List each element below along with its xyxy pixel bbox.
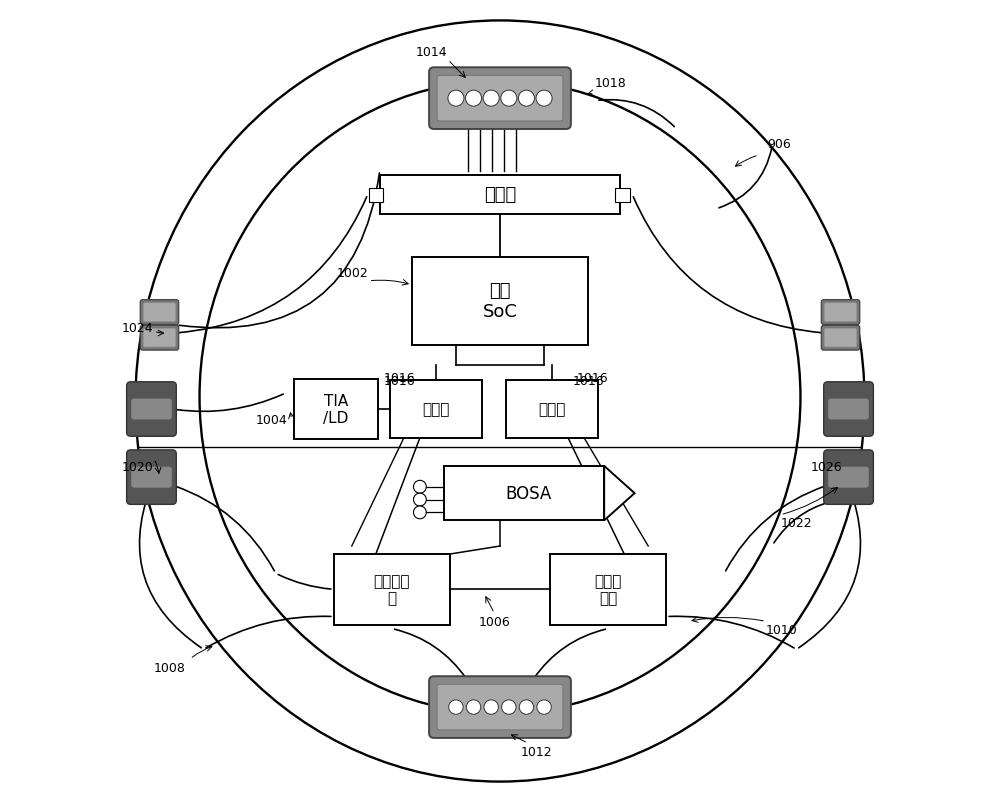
- Circle shape: [502, 700, 516, 715]
- Circle shape: [449, 700, 463, 715]
- Ellipse shape: [200, 81, 800, 714]
- Text: 1016: 1016: [572, 375, 604, 388]
- FancyBboxPatch shape: [437, 76, 563, 122]
- Bar: [615, 189, 630, 203]
- FancyBboxPatch shape: [821, 326, 860, 351]
- FancyBboxPatch shape: [140, 300, 179, 325]
- Text: 1024: 1024: [122, 321, 154, 334]
- Text: 节点
SoC: 节点 SoC: [483, 282, 517, 321]
- Bar: [380, 176, 620, 214]
- Text: 1022: 1022: [781, 516, 812, 530]
- Circle shape: [413, 481, 426, 494]
- Text: 1012: 1012: [520, 744, 552, 758]
- FancyBboxPatch shape: [829, 467, 869, 487]
- Text: 1020: 1020: [122, 461, 154, 474]
- Text: 1016: 1016: [384, 372, 416, 385]
- Circle shape: [518, 91, 534, 107]
- Circle shape: [501, 91, 517, 107]
- Circle shape: [448, 91, 464, 107]
- FancyBboxPatch shape: [429, 676, 571, 738]
- Text: 电机驱
动器: 电机驱 动器: [594, 573, 622, 605]
- Bar: [369, 189, 383, 203]
- Bar: [550, 554, 666, 625]
- Circle shape: [484, 700, 498, 715]
- Text: 1026: 1026: [811, 461, 843, 474]
- Circle shape: [413, 507, 426, 519]
- FancyBboxPatch shape: [127, 450, 176, 505]
- FancyBboxPatch shape: [824, 382, 873, 437]
- Bar: [444, 467, 604, 520]
- Text: 分光器: 分光器: [484, 186, 516, 204]
- FancyBboxPatch shape: [824, 450, 873, 505]
- Circle shape: [519, 700, 534, 715]
- FancyBboxPatch shape: [140, 326, 179, 351]
- Bar: [334, 554, 450, 625]
- Circle shape: [466, 91, 482, 107]
- FancyBboxPatch shape: [437, 684, 563, 730]
- Bar: [294, 380, 378, 439]
- Text: TIA
/LD: TIA /LD: [323, 393, 348, 426]
- Circle shape: [483, 91, 499, 107]
- FancyBboxPatch shape: [829, 399, 869, 420]
- Text: 906: 906: [767, 137, 791, 150]
- Polygon shape: [604, 467, 635, 520]
- Text: 1014: 1014: [416, 46, 448, 59]
- FancyBboxPatch shape: [429, 68, 571, 130]
- Text: 1016: 1016: [384, 375, 416, 388]
- Text: 1008: 1008: [154, 661, 186, 674]
- FancyBboxPatch shape: [824, 329, 857, 348]
- FancyBboxPatch shape: [143, 304, 176, 322]
- FancyBboxPatch shape: [143, 329, 176, 348]
- Text: 功率调节
器: 功率调节 器: [374, 573, 410, 605]
- FancyBboxPatch shape: [131, 399, 171, 420]
- FancyBboxPatch shape: [127, 382, 176, 437]
- Bar: [390, 381, 482, 438]
- Text: 1002: 1002: [337, 267, 368, 280]
- Circle shape: [466, 700, 481, 715]
- Text: 1018: 1018: [595, 76, 626, 89]
- Bar: [506, 381, 598, 438]
- Text: BOSA: BOSA: [505, 484, 551, 503]
- Text: 传感器: 传感器: [538, 402, 566, 417]
- Bar: [412, 258, 588, 345]
- Text: 1006: 1006: [479, 615, 510, 628]
- Circle shape: [537, 700, 551, 715]
- Ellipse shape: [135, 22, 865, 781]
- Circle shape: [536, 91, 552, 107]
- Circle shape: [413, 494, 426, 507]
- FancyBboxPatch shape: [131, 467, 171, 487]
- Text: 传感器: 传感器: [422, 402, 450, 417]
- Text: 1010: 1010: [766, 623, 798, 636]
- FancyBboxPatch shape: [824, 304, 857, 322]
- FancyBboxPatch shape: [821, 300, 860, 325]
- Text: 1004: 1004: [256, 414, 288, 426]
- Text: 1016: 1016: [577, 372, 609, 385]
